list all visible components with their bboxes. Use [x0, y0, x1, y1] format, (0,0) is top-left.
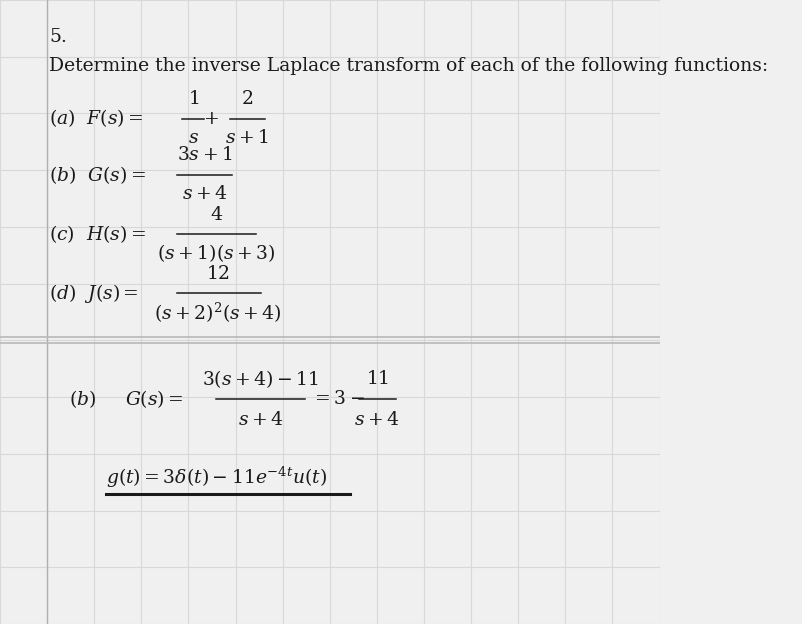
Text: $s+4$: $s+4$	[354, 411, 399, 429]
Text: $g(t) = 3\delta(t) - 11e^{-4t}u(t)$: $g(t) = 3\delta(t) - 11e^{-4t}u(t)$	[105, 465, 326, 490]
Text: $(b)$: $(b)$	[69, 388, 96, 411]
Text: $(s+1)(s+3)$: $(s+1)(s+3)$	[157, 242, 275, 265]
Text: $(s+2)^2(s+4)$: $(s+2)^2(s+4)$	[154, 301, 281, 324]
Text: $G(s)=$: $G(s)=$	[125, 388, 184, 411]
Text: $s+4$: $s+4$	[181, 185, 227, 203]
Text: $+$: $+$	[203, 110, 219, 127]
Text: $(b)$  $G(s)=$: $(b)$ $G(s)=$	[50, 163, 147, 186]
Text: $s+1$: $s+1$	[225, 129, 269, 147]
Text: $(a)$  $F(s)=$: $(a)$ $F(s)=$	[50, 107, 144, 130]
Text: $4$: $4$	[209, 206, 223, 223]
Text: $3s+1$: $3s+1$	[176, 147, 232, 164]
Text: $s$: $s$	[188, 129, 198, 147]
Text: $(d)$  $J(s)=$: $(d)$ $J(s)=$	[50, 282, 139, 305]
Text: Determine the inverse Laplace transform of each of the following functions:: Determine the inverse Laplace transform …	[50, 57, 768, 74]
Text: $3(s+4)-11$: $3(s+4)-11$	[202, 368, 318, 390]
Text: 5.: 5.	[50, 28, 67, 46]
Text: $s+4$: $s+4$	[237, 411, 283, 429]
Text: $11$: $11$	[365, 370, 388, 388]
Text: $1$: $1$	[188, 90, 199, 108]
Text: $12$: $12$	[205, 265, 229, 283]
Text: $=3-$: $=3-$	[311, 391, 365, 408]
Text: $(c)$  $H(s)=$: $(c)$ $H(s)=$	[50, 223, 146, 245]
Text: $2$: $2$	[241, 90, 253, 108]
